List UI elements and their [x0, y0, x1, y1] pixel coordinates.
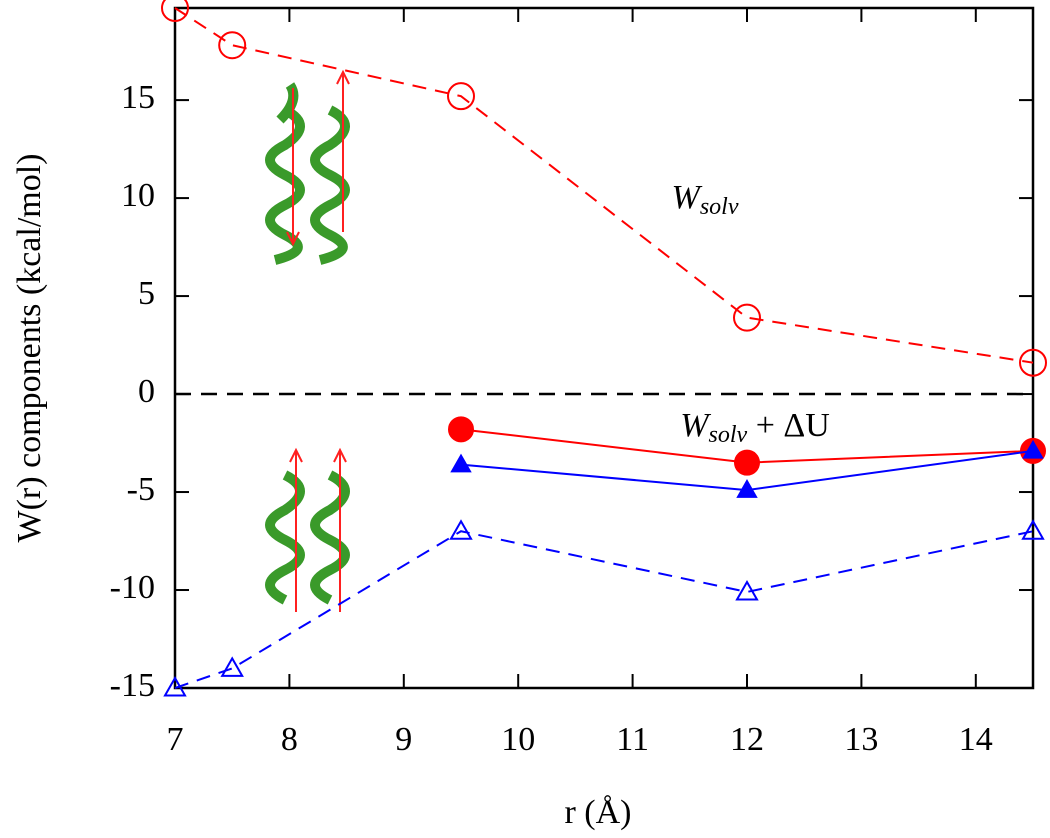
point: [736, 479, 758, 498]
y-tick-label: -15: [110, 667, 155, 704]
annotation-part: solv: [700, 194, 739, 220]
point: [448, 416, 474, 443]
point: [218, 31, 247, 60]
point: [447, 82, 475, 111]
helix: [310, 105, 350, 265]
arrow-head: [336, 69, 350, 85]
helix: [265, 470, 305, 605]
y-tick-label: 0: [138, 373, 155, 410]
point: [1021, 519, 1045, 540]
arrow-head: [286, 231, 300, 247]
point: [735, 579, 759, 601]
point: [220, 656, 244, 677]
arrow-head: [289, 447, 303, 463]
series-line: [174, 530, 1034, 689]
annotation: Wsolv: [672, 179, 739, 220]
y-tick-label: -10: [110, 569, 155, 606]
annotation: Wsolv + ΔU: [680, 407, 830, 448]
annotation-part: W: [680, 407, 711, 444]
y-tick-label: 5: [138, 275, 155, 312]
y-tick-label: 15: [121, 79, 155, 116]
arrow-head: [333, 447, 347, 463]
point: [733, 303, 761, 332]
x-tick-label: 9: [395, 721, 412, 758]
helix: [265, 82, 305, 265]
point: [734, 449, 760, 476]
x-axis-label: r (Å): [564, 794, 631, 831]
x-tick-label: 14: [959, 721, 993, 758]
point: [163, 675, 187, 697]
y-tick-label: 10: [121, 177, 155, 214]
point: [1022, 439, 1044, 459]
y-tick-label: -5: [127, 471, 155, 508]
point: [449, 519, 473, 540]
point: [450, 453, 472, 473]
annotation-part: solv: [709, 422, 748, 448]
x-tick-label: 7: [167, 721, 184, 758]
x-tick-label: 13: [844, 721, 878, 758]
helix-pair-antiparallel: [265, 69, 350, 265]
helix-pair-parallel: [265, 447, 350, 612]
x-tick-label: 11: [616, 721, 649, 758]
point: [161, 0, 189, 22]
x-tick-label: 12: [730, 721, 764, 758]
plot-frame: [173, 6, 1035, 690]
series-line: [174, 7, 1034, 364]
x-tick-label: 8: [281, 721, 298, 758]
helix: [310, 470, 350, 605]
annotation-part: W: [672, 179, 703, 216]
x-tick-label: 10: [501, 721, 535, 758]
annotation-part: + ΔU: [747, 407, 830, 444]
y-axis-label: W(r) components (kcal/mol): [11, 154, 48, 543]
point: [1019, 348, 1047, 377]
